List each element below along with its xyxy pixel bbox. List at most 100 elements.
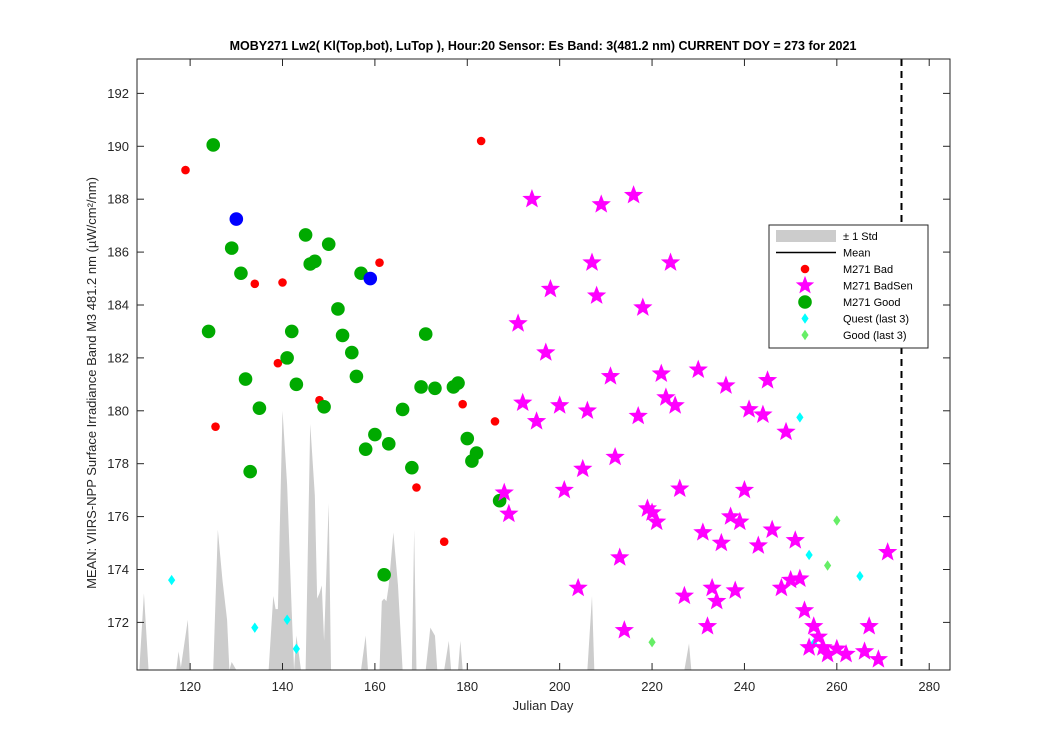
point-badsen: [878, 542, 898, 561]
plot-area: [139, 59, 903, 670]
point-badsen: [494, 482, 514, 501]
legend-label: Good (last 3): [843, 330, 907, 342]
point-bad: [458, 399, 467, 409]
point-good: [460, 431, 475, 446]
point-good_last3: [823, 560, 832, 571]
point-badsen: [827, 638, 847, 658]
point-bad: [181, 165, 190, 175]
point-badsen: [697, 616, 718, 635]
point-quest: [251, 622, 259, 633]
point-good: [243, 464, 257, 479]
point-good: [284, 324, 299, 339]
y-tick-label: 184: [107, 297, 129, 312]
point-bad: [490, 417, 500, 426]
point-badsen: [753, 404, 773, 423]
point-badsen: [762, 519, 782, 539]
point-good: [349, 369, 364, 384]
x-tick-label: 120: [179, 679, 201, 694]
point-badsen: [550, 395, 570, 414]
point-badsen: [836, 643, 856, 663]
point-badsen: [554, 480, 574, 499]
y-tick-label: 190: [107, 139, 129, 154]
x-tick-label: 280: [918, 679, 940, 694]
point-badsen: [568, 577, 588, 597]
x-tick-label: 240: [734, 679, 756, 694]
point-badsen: [702, 577, 722, 597]
y-tick-label: 180: [107, 403, 129, 418]
point-bad: [278, 278, 287, 287]
legend-label: Mean: [843, 248, 871, 260]
legend-item-bad: M271 Bad: [800, 264, 893, 276]
point-badsen: [614, 620, 634, 639]
point-badsen: [577, 400, 598, 419]
point-badsen: [633, 297, 653, 316]
y-tick-label: 186: [107, 245, 129, 260]
x-tick-label: 160: [364, 679, 386, 694]
point-good: [358, 442, 373, 456]
legend-box: [768, 224, 929, 349]
series-bad: [181, 136, 500, 547]
axes: 120 140 160 180 200 220 240 260 280 172 174 176 178 1…: [107, 58, 951, 694]
point-badsen: [600, 366, 621, 385]
point-badsen: [730, 511, 750, 531]
legend-label: ± 1 Std: [843, 231, 878, 243]
point-badsen: [660, 252, 681, 271]
point-badsen: [499, 503, 519, 523]
y-tick-label: 188: [107, 192, 129, 207]
y-tick-label: 176: [107, 509, 129, 524]
legend-label: M271 BadSen: [843, 281, 913, 293]
point-badsen: [665, 395, 685, 414]
legend-label: Quest (last 3): [843, 314, 909, 326]
point-quest: [805, 549, 813, 561]
point-badsen: [804, 616, 824, 635]
x-axis-label: Julian Day: [513, 698, 574, 713]
point-badsen: [573, 458, 593, 478]
y-axis-label: MEAN: VIIRS-NPP Surface Irradiance Band …: [84, 177, 99, 589]
point-badsen: [610, 547, 630, 566]
point-good: [428, 381, 442, 396]
point-badsen: [647, 511, 667, 531]
point-good: [469, 446, 484, 460]
std-area: [139, 410, 692, 670]
point-good: [238, 372, 253, 386]
point-quest: [283, 614, 291, 625]
point-good: [418, 327, 433, 341]
point-badsen: [734, 480, 755, 499]
point-badsen: [808, 626, 828, 646]
point-good: [224, 241, 239, 255]
point-badsen: [693, 522, 713, 541]
point-bad: [476, 136, 486, 146]
x-tick-label: 140: [272, 679, 294, 694]
point-good: [308, 254, 322, 269]
legend-swatch-std: [776, 230, 836, 242]
point-good: [234, 266, 248, 281]
point-badsen: [776, 421, 796, 441]
y-tick-label: 178: [107, 456, 129, 471]
point-badsen: [868, 649, 889, 668]
point-good: [377, 567, 391, 582]
legend-item-std: ± 1 Std: [776, 230, 878, 243]
point-blue: [229, 212, 244, 226]
x-tick-label: 260: [826, 679, 848, 694]
point-badsen: [586, 285, 607, 304]
point-good: [381, 437, 396, 451]
point-badsen: [854, 641, 875, 660]
point-badsen: [522, 189, 542, 208]
point-badsen: [725, 580, 745, 599]
x-tick-label: 180: [456, 679, 478, 694]
point-good: [289, 377, 304, 392]
legend-swatch-bad: [800, 264, 810, 274]
point-badsen: [642, 502, 662, 521]
point-bad: [375, 258, 384, 267]
point-good: [321, 237, 336, 251]
point-good: [405, 460, 419, 475]
legend-item-good: M271 Good: [798, 295, 900, 309]
legend-item-mean: Mean: [776, 248, 871, 260]
point-good: [395, 402, 410, 417]
point-badsen: [688, 359, 708, 378]
point-badsen: [526, 411, 547, 430]
point-badsen: [582, 252, 602, 271]
axes-box: [136, 58, 951, 671]
point-badsen: [739, 399, 759, 418]
